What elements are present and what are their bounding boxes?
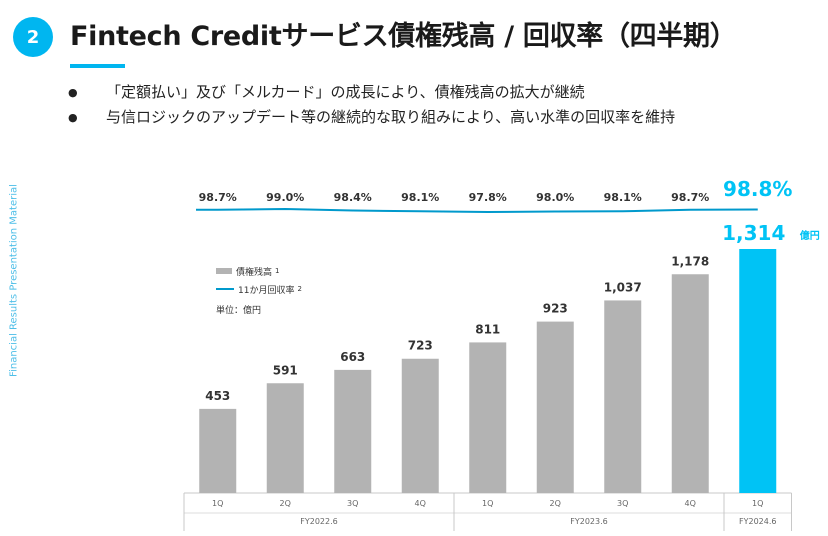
category-tick-label: 1Q [482,499,493,508]
recovery-rate-line [196,207,758,214]
category-tick-label: 4Q [415,499,426,508]
category-tick-label: 1Q [212,499,223,508]
bar [536,321,574,493]
legend-bar-label: 債権残高 [236,267,273,278]
bar [604,300,642,493]
legend-bar-note: 1 [275,267,280,275]
bar-value-label: 811 [475,322,500,336]
rate-label-highlight: 98.8% [723,177,792,201]
group-label: FY2022.6 [300,517,337,526]
bar-value-unit: 億円 [800,229,820,242]
bullet-item: 与信ロジックのアップデート等の継続的な取り組みにより、高い水準の回収率を維持 [68,105,675,130]
rate-label: 97.8% [469,191,507,204]
bar [401,358,439,493]
category-tick-label: 4Q [685,499,696,508]
category-tick-label: 3Q [617,499,628,508]
bar [266,383,304,493]
category-tick-label: 2Q [550,499,561,508]
bar-value-label: 923 [543,302,568,316]
rate-label: 98.7% [199,191,237,204]
chart-legend: 債権残高 1 11か月回収率 2 [216,262,302,298]
rate-label: 98.1% [401,191,439,204]
bullet-list: 「定額払い」及び「メルカード」の成長により、債権残高の拡大が継続 与信ロジックの… [68,80,675,130]
legend-item-recovery: 11か月回収率 2 [216,280,302,298]
bar-value-label: 663 [340,350,365,364]
bar [671,274,709,493]
legend-bar-swatch [216,268,232,274]
category-tick-label: 1Q [752,499,763,508]
rate-label: 99.0% [266,191,304,204]
bar [199,408,237,493]
bar-value-label-highlight: 1,314 [722,221,785,245]
unit-label: 単位：億円 [216,306,262,316]
bar-value-label: 723 [408,339,433,353]
bar-value-label: 1,178 [671,254,709,268]
bar [469,342,507,493]
category-tick-label: 2Q [280,499,291,508]
rate-label: 98.4% [334,191,372,204]
rate-label: 98.7% [671,191,709,204]
bar-value-label: 1,037 [604,280,642,294]
rate-label: 98.0% [536,191,574,204]
group-label: FY2023.6 [570,517,607,526]
legend-line-swatch [216,288,234,290]
bar-value-label: 591 [273,363,298,377]
legend-item-balance: 債権残高 1 [216,262,302,280]
page-title: Fintech Creditサービス債権残高 / 回収率（四半期） [70,21,737,52]
title-underline [70,64,125,68]
bullet-item: 「定額払い」及び「メルカード」の成長により、債権残高の拡大が継続 [68,80,675,105]
bar-highlight [739,249,777,493]
rate-label: 98.1% [604,191,642,204]
bar [334,369,372,493]
category-tick-label: 3Q [347,499,358,508]
legend-line-note: 2 [297,285,302,293]
group-label: FY2024.6 [739,517,776,526]
section-number-badge: 2 [13,17,53,57]
legend-line-label: 11か月回収率 [238,285,295,296]
bar-value-label: 453 [205,389,230,403]
